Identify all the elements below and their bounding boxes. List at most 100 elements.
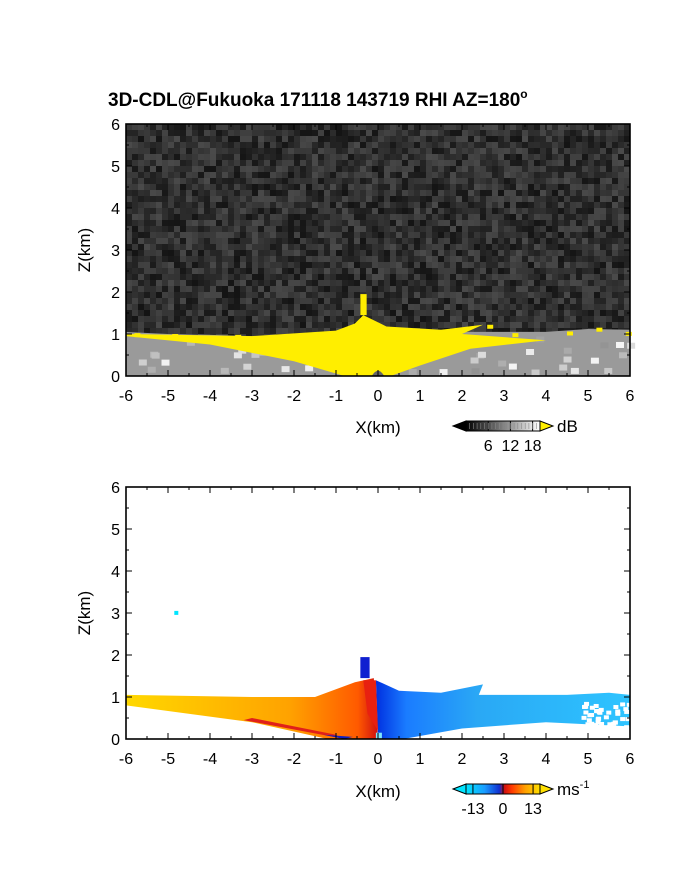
noise-cell xyxy=(258,328,264,334)
noise-cell xyxy=(198,178,204,184)
noise-cell xyxy=(342,298,348,304)
noise-cell xyxy=(342,292,348,298)
noise-cell xyxy=(306,304,312,310)
noise-cell xyxy=(588,238,594,244)
colorbar-tick-label: 0 xyxy=(499,801,508,818)
noise-cell xyxy=(294,166,300,172)
noise-cell xyxy=(162,196,168,202)
noise-cell xyxy=(222,202,228,208)
noise-cell xyxy=(360,148,366,154)
noise-cell xyxy=(246,202,252,208)
noise-cell xyxy=(558,226,564,232)
noise-cell xyxy=(594,160,600,166)
noise-cell xyxy=(546,322,552,328)
noise-cell xyxy=(582,238,588,244)
noise-cell xyxy=(324,280,330,286)
noise-cell xyxy=(276,220,282,226)
noise-cell xyxy=(180,208,186,214)
noise-cell xyxy=(510,274,516,280)
noise-cell xyxy=(552,148,558,154)
noise-cell xyxy=(306,322,312,328)
noise-cell xyxy=(132,190,138,196)
noise-cell xyxy=(366,244,372,250)
y-tick-label: 2 xyxy=(111,285,120,302)
noise-cell xyxy=(492,154,498,160)
noise-cell xyxy=(594,256,600,262)
noise-cell xyxy=(324,178,330,184)
noise-cell xyxy=(552,238,558,244)
noise-cell xyxy=(408,184,414,190)
noise-cell xyxy=(234,274,240,280)
noise-cell xyxy=(570,280,576,286)
noise-cell xyxy=(594,130,600,136)
noise-cell xyxy=(168,142,174,148)
noise-cell xyxy=(474,322,480,328)
noise-cell xyxy=(306,202,312,208)
noise-cell xyxy=(576,322,582,328)
noise-cell xyxy=(252,190,258,196)
noise-cell xyxy=(168,292,174,298)
noise-cell xyxy=(378,136,384,142)
noise-cell xyxy=(198,172,204,178)
noise-cell xyxy=(138,310,144,316)
echo-gap xyxy=(584,701,590,706)
noise-cell xyxy=(624,130,630,136)
noise-cell xyxy=(192,202,198,208)
noise-cell xyxy=(174,178,180,184)
noise-cell xyxy=(162,154,168,160)
noise-cell xyxy=(318,316,324,322)
noise-cell xyxy=(150,214,156,220)
noise-cell xyxy=(408,238,414,244)
noise-cell xyxy=(288,226,294,232)
noise-cell xyxy=(600,142,606,148)
noise-cell xyxy=(528,124,534,130)
noise-cell xyxy=(198,256,204,262)
noise-cell xyxy=(126,256,132,262)
noise-cell xyxy=(192,160,198,166)
noise-cell xyxy=(180,280,186,286)
noise-cell xyxy=(462,160,468,166)
noise-cell xyxy=(540,238,546,244)
noise-cell xyxy=(474,310,480,316)
noise-cell xyxy=(324,292,330,298)
noise-cell xyxy=(564,166,570,172)
noise-cell xyxy=(534,124,540,130)
noise-cell xyxy=(606,286,612,292)
noise-cell xyxy=(372,310,378,316)
noise-cell xyxy=(324,268,330,274)
noise-cell xyxy=(276,286,282,292)
noise-cell xyxy=(210,214,216,220)
noise-cell xyxy=(162,310,168,316)
y-tick-label: 1 xyxy=(111,327,120,344)
noise-cell xyxy=(396,238,402,244)
noise-cell xyxy=(582,292,588,298)
noise-cell xyxy=(504,250,510,256)
noise-cell xyxy=(450,124,456,130)
noise-cell xyxy=(552,130,558,136)
noise-cell xyxy=(540,214,546,220)
noise-cell xyxy=(534,268,540,274)
noise-cell xyxy=(558,244,564,250)
noise-cell xyxy=(606,298,612,304)
echo-texture xyxy=(559,364,568,371)
noise-cell xyxy=(312,262,318,268)
noise-cell xyxy=(618,124,624,130)
noise-cell xyxy=(354,178,360,184)
noise-cell xyxy=(462,250,468,256)
noise-cell xyxy=(522,292,528,298)
noise-cell xyxy=(216,226,222,232)
noise-cell xyxy=(126,286,132,292)
noise-cell xyxy=(618,160,624,166)
x-tick-labels: -6 -5 -4 -3 -2 -1 0 1 2 3 4 5 6 xyxy=(119,388,635,405)
noise-cell xyxy=(186,178,192,184)
noise-cell xyxy=(396,262,402,268)
noise-cell xyxy=(534,160,540,166)
noise-cell xyxy=(186,244,192,250)
noise-cell xyxy=(498,268,504,274)
noise-cell xyxy=(408,214,414,220)
noise-cell xyxy=(498,136,504,142)
noise-cell xyxy=(330,148,336,154)
noise-cell xyxy=(252,328,258,334)
echo-gap xyxy=(596,710,602,715)
noise-cell xyxy=(180,226,186,232)
